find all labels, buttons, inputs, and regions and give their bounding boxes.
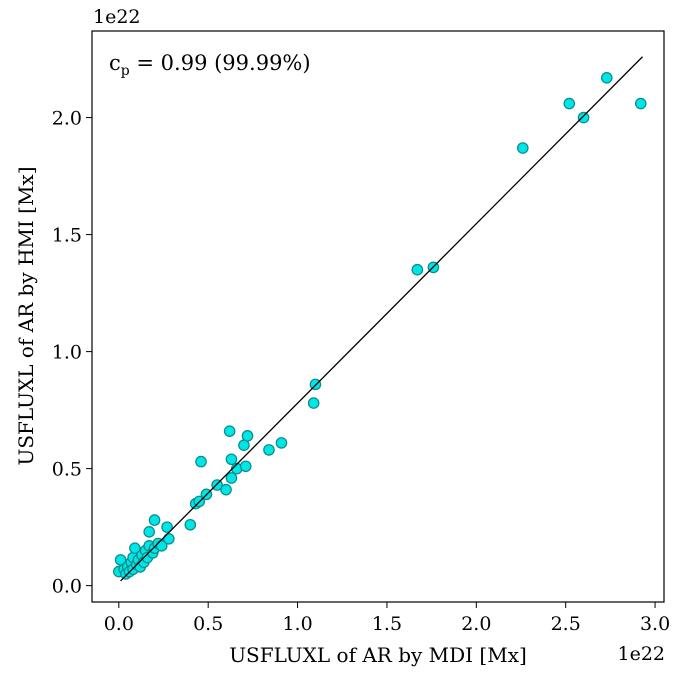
- data-point: [275, 437, 288, 449]
- y-tick-label: 1.5: [52, 225, 82, 247]
- data-point: [263, 444, 275, 456]
- data-point: [143, 525, 155, 538]
- x-tick-label: 1.5: [372, 613, 402, 635]
- data-point: [634, 97, 647, 110]
- x-axis-ticks: 0.0 0.5 1.0 1.5 2.0 2.5 3.0: [104, 602, 670, 635]
- data-point: [411, 263, 424, 276]
- data-point: [307, 397, 320, 409]
- data-point: [161, 521, 173, 533]
- data-point: [211, 479, 223, 491]
- y-axis-label: USFLUXL of AR by HMI [Mx]: [14, 166, 38, 465]
- x-tick-label: 0.0: [104, 613, 134, 635]
- data-point: [563, 97, 576, 110]
- y-tick-label: 0.0: [52, 576, 82, 598]
- data-point: [239, 460, 252, 473]
- x-axis-label: USFLUXL of AR by MDI [Mx]: [229, 643, 527, 667]
- data-point: [225, 472, 238, 484]
- x-tick-label: 1.0: [282, 613, 312, 635]
- y-tick-label: 2.0: [52, 108, 82, 130]
- x-offset-label: 1e22: [617, 643, 665, 665]
- data-point: [195, 455, 207, 468]
- data-point: [163, 533, 175, 545]
- data-point: [155, 540, 168, 552]
- data-point: [220, 483, 232, 496]
- points-layer: [113, 72, 647, 580]
- data-point: [184, 518, 197, 531]
- annotation-prefix: c: [109, 51, 121, 75]
- x-tick-label: 3.0: [640, 613, 670, 635]
- y-offset-label: 1e22: [93, 6, 141, 28]
- data-point: [148, 514, 161, 526]
- annotation-subscript: p: [121, 63, 130, 79]
- data-point: [223, 425, 236, 437]
- data-point: [129, 542, 141, 554]
- y-axis-ticks: 0.0 0.5 1.0 1.5 2.0: [52, 108, 92, 598]
- data-point: [225, 453, 238, 466]
- fit-line-layer: [120, 56, 644, 582]
- y-tick-label: 0.5: [52, 459, 82, 481]
- annotation-text: = 0.99 (99.99%): [130, 51, 311, 75]
- x-tick-label: 0.5: [193, 613, 223, 635]
- x-tick-label: 2.5: [551, 613, 581, 635]
- fit-line: [120, 56, 644, 582]
- plot-frame: [91, 30, 665, 603]
- x-tick-label: 2.0: [461, 613, 491, 635]
- data-point: [600, 72, 613, 84]
- y-tick-label: 1.0: [52, 342, 82, 364]
- data-point: [241, 430, 254, 442]
- data-point: [516, 142, 529, 154]
- data-point: [577, 111, 590, 124]
- cp-annotation: cp = 0.99 (99.99%): [109, 51, 311, 79]
